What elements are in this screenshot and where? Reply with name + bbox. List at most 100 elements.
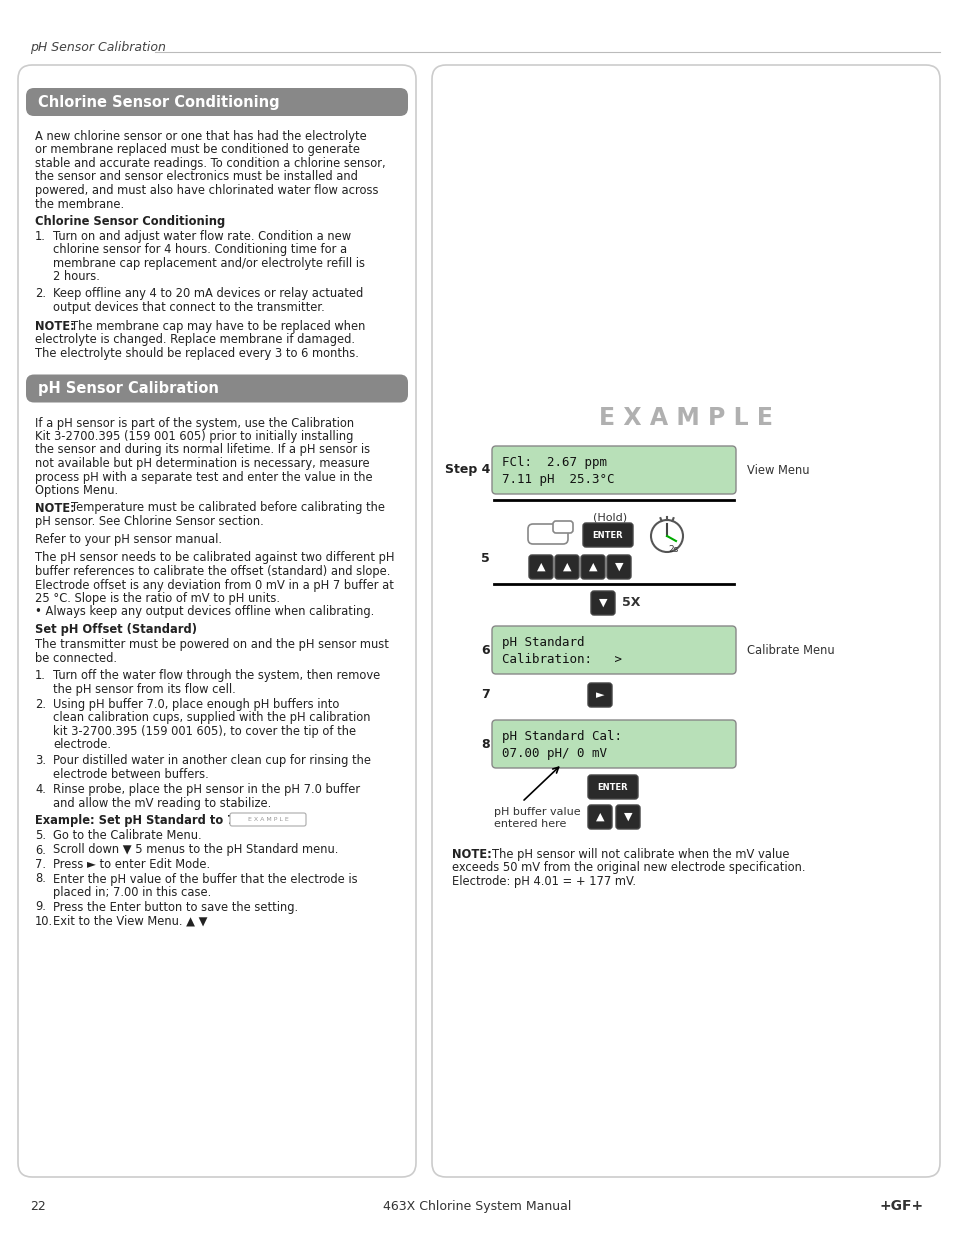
Text: 7.: 7. — [35, 858, 46, 871]
FancyBboxPatch shape — [553, 521, 573, 534]
FancyBboxPatch shape — [492, 626, 735, 674]
Text: 9.: 9. — [35, 900, 46, 914]
Text: The electrolyte should be replaced every 3 to 6 months.: The electrolyte should be replaced every… — [35, 347, 358, 359]
FancyBboxPatch shape — [616, 805, 639, 829]
Text: ▼: ▼ — [598, 598, 607, 608]
Text: View Menu: View Menu — [746, 463, 809, 477]
Text: Turn off the water flow through the system, then remove: Turn off the water flow through the syst… — [53, 669, 380, 682]
FancyBboxPatch shape — [555, 555, 578, 579]
Text: If a pH sensor is part of the system, use the Calibration: If a pH sensor is part of the system, us… — [35, 416, 354, 430]
Text: 4.: 4. — [35, 783, 46, 797]
Text: the sensor and sensor electronics must be installed and: the sensor and sensor electronics must b… — [35, 170, 357, 184]
Text: Keep offline any 4 to 20 mA devices or relay actuated: Keep offline any 4 to 20 mA devices or r… — [53, 287, 363, 300]
Text: 7: 7 — [480, 688, 490, 701]
Text: Options Menu.: Options Menu. — [35, 484, 118, 496]
Text: Refer to your pH sensor manual.: Refer to your pH sensor manual. — [35, 534, 222, 547]
Text: electrolyte is changed. Replace membrane if damaged.: electrolyte is changed. Replace membrane… — [35, 333, 355, 347]
Text: 6: 6 — [481, 643, 490, 657]
FancyBboxPatch shape — [582, 522, 633, 547]
Text: Enter the pH value of the buffer that the electrode is: Enter the pH value of the buffer that th… — [53, 872, 357, 885]
Text: exceeds 50 mV from the original new electrode specification.: exceeds 50 mV from the original new elec… — [452, 862, 804, 874]
FancyBboxPatch shape — [587, 683, 612, 706]
FancyBboxPatch shape — [492, 446, 735, 494]
Text: Exit to the View Menu. ▲ ▼: Exit to the View Menu. ▲ ▼ — [53, 915, 208, 927]
Text: ENTER: ENTER — [598, 783, 628, 792]
Text: 25 °C. Slope is the ratio of mV to pH units.: 25 °C. Slope is the ratio of mV to pH un… — [35, 592, 280, 605]
FancyBboxPatch shape — [590, 592, 615, 615]
Text: the membrane.: the membrane. — [35, 198, 124, 210]
Text: Electrode: pH 4.01 = + 177 mV.: Electrode: pH 4.01 = + 177 mV. — [452, 876, 636, 888]
Text: The transmitter must be powered on and the pH sensor must: The transmitter must be powered on and t… — [35, 638, 389, 651]
Text: 5: 5 — [480, 552, 490, 564]
Text: Pour distilled water in another clean cup for rinsing the: Pour distilled water in another clean cu… — [53, 755, 371, 767]
Text: ►: ► — [595, 690, 603, 700]
Text: 07.00 pH/ 0 mV: 07.00 pH/ 0 mV — [501, 747, 606, 760]
Text: ▲: ▲ — [562, 562, 571, 572]
FancyBboxPatch shape — [587, 805, 612, 829]
FancyBboxPatch shape — [26, 88, 408, 116]
Text: Temperature must be calibrated before calibrating the: Temperature must be calibrated before ca… — [71, 501, 385, 515]
Text: Turn on and adjust water flow rate. Condition a new: Turn on and adjust water flow rate. Cond… — [53, 230, 351, 243]
FancyBboxPatch shape — [587, 776, 638, 799]
Text: clean calibration cups, supplied with the pH calibration: clean calibration cups, supplied with th… — [53, 711, 370, 725]
Text: Using pH buffer 7.0, place enough pH buffers into: Using pH buffer 7.0, place enough pH buf… — [53, 698, 339, 711]
Text: Calibration:   >: Calibration: > — [501, 653, 621, 666]
Text: 1.: 1. — [35, 230, 46, 243]
Text: placed in; 7.00 in this case.: placed in; 7.00 in this case. — [53, 885, 211, 899]
Text: • Always keep any output devices offline when calibrating.: • Always keep any output devices offline… — [35, 605, 374, 619]
Text: E X A M P L E: E X A M P L E — [598, 406, 772, 430]
Text: ▲: ▲ — [588, 562, 597, 572]
Text: NOTE:: NOTE: — [452, 848, 491, 861]
FancyBboxPatch shape — [18, 65, 416, 1177]
Text: +GF+: +GF+ — [879, 1199, 923, 1213]
Text: FCl:  2.67 ppm: FCl: 2.67 ppm — [501, 456, 606, 469]
Text: Set pH Offset (Standard): Set pH Offset (Standard) — [35, 622, 196, 636]
Text: The membrane cap may have to be replaced when: The membrane cap may have to be replaced… — [71, 320, 365, 333]
Text: Press the Enter button to save the setting.: Press the Enter button to save the setti… — [53, 900, 297, 914]
Text: The pH sensor will not calibrate when the mV value: The pH sensor will not calibrate when th… — [492, 848, 789, 861]
FancyBboxPatch shape — [230, 813, 306, 826]
Text: 10.: 10. — [35, 915, 53, 927]
Text: pH Standard: pH Standard — [501, 636, 584, 650]
Text: chlorine sensor for 4 hours. Conditioning time for a: chlorine sensor for 4 hours. Conditionin… — [53, 243, 347, 257]
Text: Chlorine Sensor Conditioning: Chlorine Sensor Conditioning — [38, 95, 279, 110]
FancyBboxPatch shape — [580, 555, 604, 579]
FancyBboxPatch shape — [529, 555, 553, 579]
FancyBboxPatch shape — [492, 720, 735, 768]
Text: A new chlorine sensor or one that has had the electrolyte: A new chlorine sensor or one that has ha… — [35, 130, 366, 143]
Text: kit 3-2700.395 (159 001 605), to cover the tip of the: kit 3-2700.395 (159 001 605), to cover t… — [53, 725, 355, 739]
Text: 2s: 2s — [667, 545, 678, 555]
Text: electrode.: electrode. — [53, 739, 111, 752]
Text: pH buffer value
entered here: pH buffer value entered here — [494, 806, 580, 829]
Text: stable and accurate readings. To condition a chlorine sensor,: stable and accurate readings. To conditi… — [35, 157, 385, 170]
Text: 22: 22 — [30, 1200, 46, 1213]
Text: The pH sensor needs to be calibrated against two different pH: The pH sensor needs to be calibrated aga… — [35, 552, 395, 564]
Text: 5X: 5X — [621, 597, 639, 610]
Text: ▼: ▼ — [623, 811, 632, 823]
Text: 8.: 8. — [35, 872, 46, 885]
Text: Calibrate Menu: Calibrate Menu — [746, 643, 834, 657]
Text: 2.: 2. — [35, 287, 46, 300]
FancyBboxPatch shape — [26, 374, 408, 403]
Text: ENTER: ENTER — [592, 531, 622, 540]
Text: 3.: 3. — [35, 755, 46, 767]
Text: or membrane replaced must be conditioned to generate: or membrane replaced must be conditioned… — [35, 143, 359, 157]
FancyBboxPatch shape — [432, 65, 939, 1177]
Text: pH Sensor Calibration: pH Sensor Calibration — [38, 382, 218, 396]
Text: 5.: 5. — [35, 829, 46, 842]
Text: 2 hours.: 2 hours. — [53, 270, 100, 284]
Text: Example: Set pH Standard to 7.00.: Example: Set pH Standard to 7.00. — [35, 814, 259, 827]
Text: electrode between buffers.: electrode between buffers. — [53, 767, 209, 781]
Text: E X A M P L E: E X A M P L E — [248, 818, 288, 823]
FancyBboxPatch shape — [606, 555, 630, 579]
Text: 7.11 pH  25.3°C: 7.11 pH 25.3°C — [501, 473, 614, 487]
Text: Step 4: Step 4 — [444, 463, 490, 477]
Text: the pH sensor from its flow cell.: the pH sensor from its flow cell. — [53, 683, 235, 695]
Text: pH Standard Cal:: pH Standard Cal: — [501, 730, 621, 743]
Text: pH sensor. See Chlorine Sensor section.: pH sensor. See Chlorine Sensor section. — [35, 515, 263, 529]
Text: 463X Chlorine System Manual: 463X Chlorine System Manual — [382, 1200, 571, 1213]
Text: output devices that connect to the transmitter.: output devices that connect to the trans… — [53, 300, 324, 314]
Text: Scroll down ▼ 5 menus to the pH Standard menu.: Scroll down ▼ 5 menus to the pH Standard… — [53, 844, 338, 857]
FancyBboxPatch shape — [527, 524, 567, 543]
Text: NOTE:: NOTE: — [35, 501, 74, 515]
